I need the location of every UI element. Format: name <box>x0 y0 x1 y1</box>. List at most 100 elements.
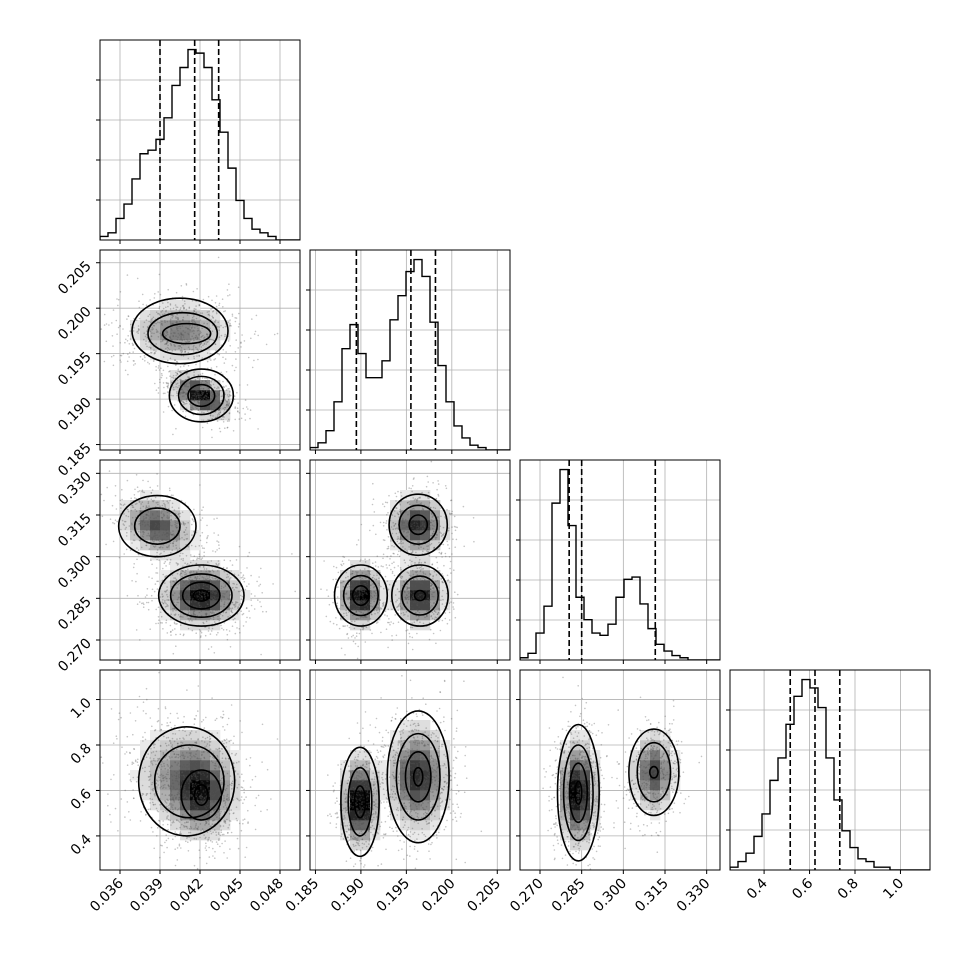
scatter-point <box>173 509 176 511</box>
scatter-point <box>176 382 179 385</box>
density-cell <box>180 610 191 621</box>
scatter-point <box>202 790 205 793</box>
scatter-point <box>182 336 185 338</box>
scatter-point <box>156 549 159 551</box>
scatter-point <box>338 627 341 630</box>
scatter-point <box>409 591 411 594</box>
scatter-point <box>220 334 223 337</box>
scatter-point <box>158 321 161 324</box>
scatter-point <box>255 314 258 317</box>
scatter-point <box>235 366 237 369</box>
scatter-point <box>227 581 230 583</box>
scatter-point <box>164 505 166 507</box>
scatter-point <box>409 559 411 561</box>
scatter-point <box>431 611 434 614</box>
scatter-point <box>415 522 418 524</box>
scatter-point <box>211 597 213 599</box>
scatter-point <box>174 359 176 362</box>
scatter-point <box>435 533 438 536</box>
scatter-point <box>166 595 169 598</box>
scatter-point <box>421 580 424 582</box>
scatter-point <box>210 581 213 584</box>
scatter-point <box>167 382 170 385</box>
scatter-point <box>133 539 136 542</box>
scatter-point <box>138 539 141 542</box>
scatter-point <box>346 633 348 636</box>
scatter-point <box>379 521 382 524</box>
scatter-point <box>167 765 169 767</box>
scatter-point <box>259 583 262 586</box>
scatter-point <box>195 741 198 743</box>
scatter-point <box>168 563 171 565</box>
scatter-point <box>205 570 207 573</box>
scatter-point <box>429 507 432 509</box>
scatter-point <box>119 359 121 362</box>
scatter-point <box>142 491 144 493</box>
density-cell <box>220 400 231 411</box>
density-cell <box>220 820 231 831</box>
scatter-point <box>232 586 234 589</box>
scatter-point <box>184 331 186 334</box>
scatter-point <box>184 415 187 418</box>
scatter-point <box>363 590 366 592</box>
scatter-point <box>393 525 395 527</box>
scatter-point <box>185 393 187 396</box>
scatter-point <box>210 406 212 408</box>
scatter-point <box>209 383 212 386</box>
scatter-point <box>172 810 174 813</box>
scatter-point <box>407 513 409 516</box>
scatter-point <box>210 308 212 311</box>
scatter-point <box>430 615 433 617</box>
scatter-point <box>191 534 193 536</box>
scatter-point <box>172 374 175 377</box>
scatter-point <box>141 521 143 523</box>
scatter-point <box>237 607 239 610</box>
scatter-point <box>206 422 209 425</box>
scatter-point <box>195 823 197 825</box>
scatter-point <box>190 398 193 401</box>
scatter-point <box>184 378 187 381</box>
scatter-point <box>179 371 181 373</box>
scatter-point <box>188 307 191 310</box>
scatter-point <box>382 553 385 556</box>
scatter-point <box>196 348 198 351</box>
scatter-point <box>176 587 178 589</box>
scatter-point <box>371 577 374 579</box>
scatter-point <box>205 340 207 343</box>
scatter-point <box>223 622 226 624</box>
density-cell <box>430 610 441 621</box>
scatter-point <box>361 599 363 601</box>
scatter-point <box>157 539 159 541</box>
scatter-point <box>418 559 421 561</box>
scatter-point <box>223 797 225 799</box>
scatter-point <box>196 577 198 580</box>
scatter-point <box>206 389 208 392</box>
scatter-point <box>349 595 352 597</box>
density-cell <box>160 760 171 771</box>
scatter-point <box>246 567 248 569</box>
scatter-point <box>187 568 189 571</box>
scatter-point <box>162 392 165 395</box>
scatter-point <box>433 570 436 573</box>
scatter-point <box>424 616 426 619</box>
scatter-point <box>419 502 422 505</box>
scatter-point <box>181 338 183 341</box>
scatter-point <box>204 382 207 385</box>
scatter-point <box>354 599 357 602</box>
scatter-point <box>422 568 425 570</box>
scatter-point <box>357 607 359 610</box>
scatter-point <box>185 373 188 375</box>
scatter-point <box>443 564 445 567</box>
scatter-point <box>234 407 236 410</box>
scatter-point <box>169 303 172 305</box>
scatter-point <box>197 772 200 775</box>
scatter-point <box>224 584 227 586</box>
scatter-point <box>348 559 350 561</box>
scatter-point <box>241 731 243 734</box>
scatter-point <box>205 849 208 852</box>
scatter-point <box>178 798 180 801</box>
density-cell <box>180 780 191 791</box>
scatter-point <box>143 321 146 324</box>
scatter-point <box>147 501 150 503</box>
scatter-point <box>196 779 198 782</box>
